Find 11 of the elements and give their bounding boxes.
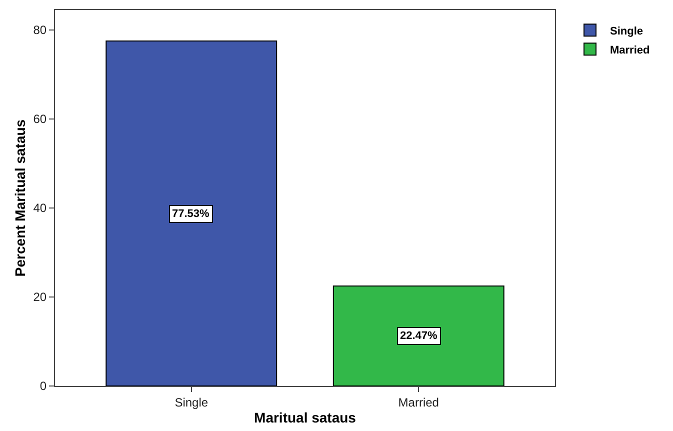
x-axis-title: Maritual sataus [254,410,356,426]
y-tick-label: 60 [33,112,47,126]
y-tick-label: 20 [33,290,47,304]
y-tick-label: 40 [33,201,47,216]
data-label: 22.47% [400,330,438,342]
y-tick-label: 0 [40,379,47,394]
y-tick-label: 80 [33,23,47,38]
y-axis-title: Percent Maritual sataus [12,119,28,277]
data-label: 77.53% [172,208,210,220]
legend-label: Married [610,44,650,56]
legend-label: Single [610,25,644,38]
